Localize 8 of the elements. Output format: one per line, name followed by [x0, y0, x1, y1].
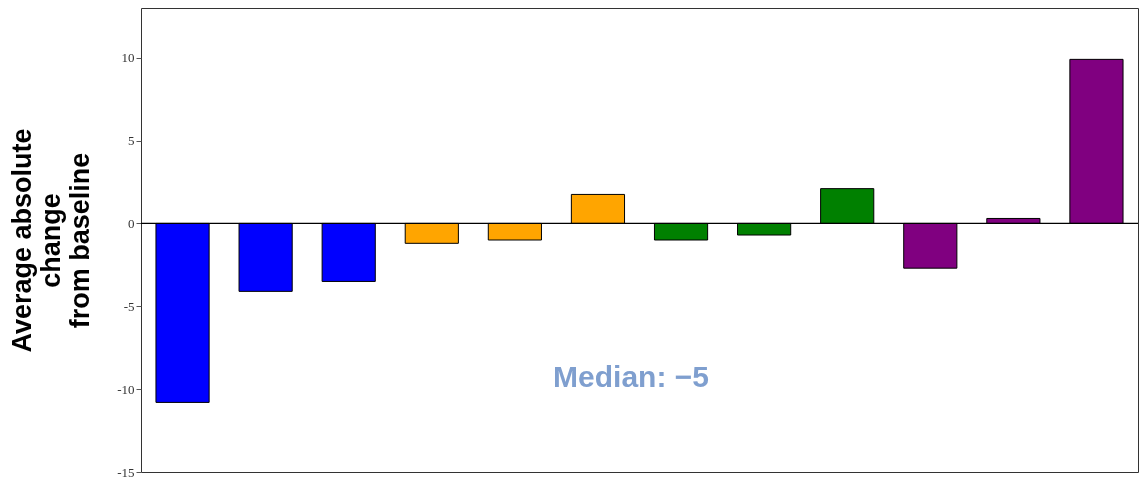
y-tick-label: -5 — [123, 298, 135, 314]
y-tick-label: 10 — [121, 50, 135, 66]
annotation: Median: −5 — [553, 360, 709, 393]
y-axis-title: Average absolute change from baseline — [7, 128, 96, 353]
y-tick-label: -15 — [117, 464, 135, 480]
y-tick-label: 0 — [128, 215, 135, 231]
y-tick-label: 5 — [128, 133, 135, 149]
y-tick-label: -10 — [117, 381, 135, 397]
